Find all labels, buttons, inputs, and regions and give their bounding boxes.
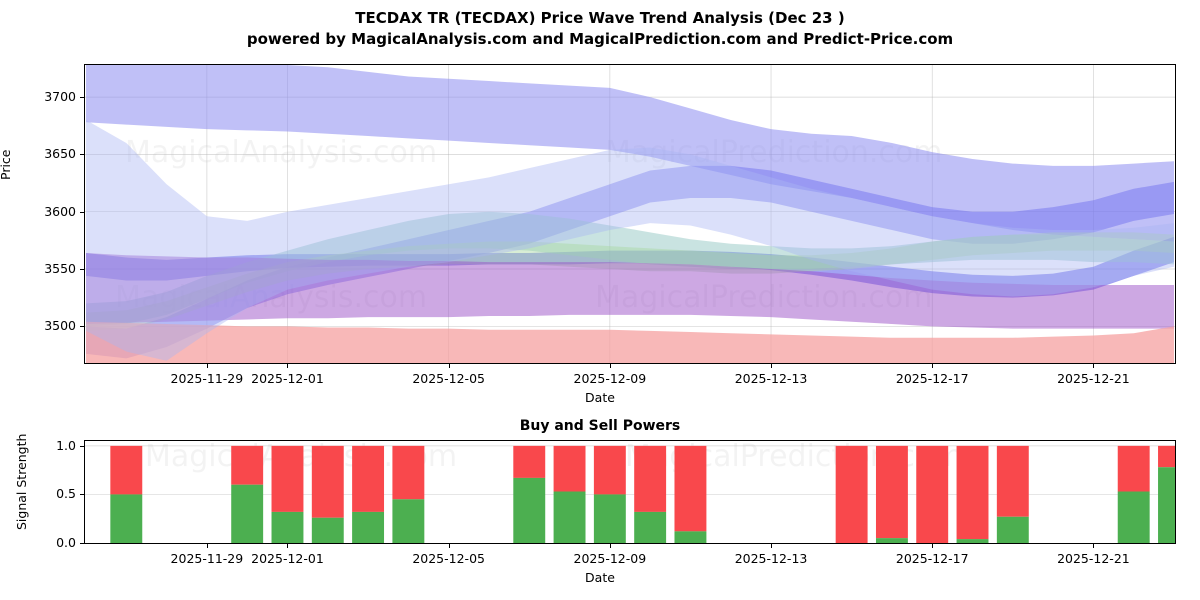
signal-plot-area: MagicalAnalysis.comMagicalPrediction.com [84,440,1176,544]
buy-power-bar [875,538,908,543]
price-x-tick-label: 2025-12-17 [895,371,969,386]
price-x-tick-mark [206,364,208,368]
title-block: TECDAX TR (TECDAX) Price Wave Trend Anal… [0,8,1200,50]
band-pale-green-band [86,232,1174,331]
band-rising-blue-band [86,165,1174,359]
buy-power-bar [996,516,1029,543]
price-x-tick-label: 2025-12-21 [1057,371,1130,386]
band-lower-salmon-band [86,321,1174,363]
sell-power-bar [392,445,425,500]
price-y-tick-mark [80,154,84,156]
price-x-tick-mark [771,364,773,368]
sell-power-bar [271,445,304,512]
signal-x-axis-label: Date [585,570,615,585]
page-title: TECDAX TR (TECDAX) Price Wave Trend Anal… [355,9,845,27]
buy-power-bar [553,491,586,543]
price-y-tick-mark [80,326,84,328]
buy-power-bar [634,511,667,543]
sell-power-bar [674,445,707,532]
buy-power-bar [956,539,989,543]
signal-x-tick-mark [1093,544,1095,548]
sell-power-bar [352,445,385,512]
signal-y-tick-label: 1.0 [56,437,76,453]
signal-x-tick-mark [771,544,773,548]
price-wave-bands [85,65,1175,363]
sell-power-bar [875,445,908,539]
sell-power-bar [634,445,667,512]
signal-y-tick-mark [80,445,84,447]
price-y-tick-label: 3550 [44,261,76,276]
price-y-tick-label: 3600 [44,203,76,219]
signal-x-tick-label: 2025-12-01 [251,551,324,566]
price-y-tick-mark [80,97,84,99]
sell-power-bar [916,445,949,543]
buy-power-bar [271,511,304,543]
sell-power-bar [553,445,586,492]
signal-y-tick-label: 0.0 [56,535,76,550]
signal-y-tick-mark [80,543,84,544]
sell-power-bar [1158,445,1175,468]
price-y-tick-mark [80,269,84,270]
buy-power-bar [1158,467,1175,543]
sell-power-bar [835,445,868,543]
buy-power-bar [593,494,626,543]
signal-y-tick-label: 0.5 [56,486,76,502]
buy-power-bar [110,494,143,543]
sell-power-bar [996,445,1029,517]
sell-power-bar [231,445,264,485]
price-plot-area: MagicalAnalysis.comMagicalPrediction.com… [84,64,1176,364]
price-y-tick-label: 3500 [44,318,76,334]
price-x-tick-label: 2025-12-13 [734,371,808,386]
signal-x-tick-label: 2025-11-29 [170,551,244,566]
price-x-tick-mark [287,364,289,368]
signal-x-tick-mark [206,544,208,548]
price-x-tick-label: 2025-12-01 [251,371,324,386]
page-subtitle: powered by MagicalAnalysis.com and Magic… [246,30,954,48]
sell-power-bar [513,445,546,478]
buy-power-bar [352,511,385,543]
buy-power-bar [513,477,546,543]
signal-x-tick-mark [609,544,611,548]
sell-power-bar [593,445,626,495]
price-x-tick-mark [1093,364,1095,368]
signal-x-tick-label: 2025-12-13 [734,551,808,566]
signal-chart-title: Buy and Sell Powers [519,418,681,434]
sell-power-bar [1117,445,1150,492]
price-x-tick-label: 2025-12-09 [573,371,647,386]
price-x-axis-label: Date [585,390,615,405]
buy-power-bar [392,499,425,543]
buy-sell-bars [85,445,1175,543]
price-x-tick-mark [932,364,934,368]
band-teal-green-band [86,211,1174,327]
price-x-tick-label: 2025-11-29 [170,371,244,386]
sell-power-bar [956,445,989,540]
sell-power-bar [110,445,143,495]
signal-x-tick-label: 2025-12-09 [573,551,647,566]
price-y-tick-label: 3700 [44,89,76,105]
buy-power-bar [1117,491,1150,543]
signal-x-tick-mark [448,544,450,548]
signal-x-tick-mark [287,544,289,548]
signal-y-tick-mark [80,494,84,496]
price-x-tick-mark [448,364,450,368]
band-violet-overlay-band [86,252,1174,329]
band-light-blue-wedge [86,120,1174,361]
buy-power-bar [674,531,707,543]
buy-power-bar [231,484,264,543]
signal-x-tick-label: 2025-12-05 [412,551,485,566]
price-x-tick-mark [609,364,611,368]
signal-x-tick-label: 2025-12-21 [1057,551,1130,566]
buy-power-bar [311,517,344,543]
price-x-tick-label: 2025-12-05 [412,371,485,386]
signal-x-tick-label: 2025-12-17 [895,551,969,566]
price-y-tick-mark [80,211,84,213]
price-y-tick-label: 3650 [44,146,76,162]
sell-power-bar [311,445,344,518]
signal-x-tick-mark [932,544,934,548]
